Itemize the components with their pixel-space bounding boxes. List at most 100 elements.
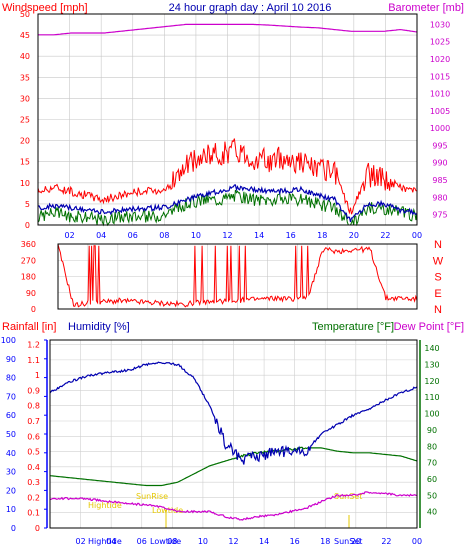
rainfall-axis-ticks: 0 0.1 0.2 0.3 0.4 0.5 0.6 0.7 0.8 0.9 1 1.1 1.2 xyxy=(27,341,40,533)
direction-grid xyxy=(58,244,418,309)
lower-time-tick: 22 xyxy=(381,537,391,546)
wind-time-tick: 12 xyxy=(222,231,232,240)
temperature-label: Temperature [°F] xyxy=(312,321,394,333)
humidity-tick-label: 100 xyxy=(1,336,16,345)
humidity-tick-label: 20 xyxy=(6,486,16,495)
temperature-tick-label: 40 xyxy=(427,508,437,517)
wind-frame xyxy=(37,13,418,226)
temperature-tick-label: 80 xyxy=(427,442,437,451)
rainfall-tick-label: 1.2 xyxy=(27,341,40,350)
humidity-series xyxy=(49,361,418,465)
lower-time-tick: 10 xyxy=(198,537,208,546)
lower-time-tick: 00 xyxy=(412,537,422,546)
rainfall-tick-label: 1.1 xyxy=(27,356,40,365)
lower-time-tick: 12 xyxy=(228,537,238,546)
lower-time-tick: 20 xyxy=(351,537,361,546)
wind-plot-area xyxy=(37,23,418,227)
hightide-annotation: Hightide xyxy=(88,501,122,510)
wind-time-tick: 18 xyxy=(317,231,327,240)
lower-time-ticks: 02 04 06 08 10 12 14 16 18 20 22 00 xyxy=(75,537,422,546)
wind-time-tick: 02 xyxy=(64,231,74,240)
lower-plot-area xyxy=(49,361,418,521)
direction-letter: N xyxy=(434,239,442,251)
wind-time-tick: 06 xyxy=(128,231,138,240)
direction-tick-label: 180 xyxy=(21,273,36,282)
lower-time-tick: 04 xyxy=(106,537,116,546)
humidity-label: Humidity [%] xyxy=(68,321,130,333)
humidity-tick-label: 10 xyxy=(6,505,16,514)
temperature-tick-label: 140 xyxy=(424,344,439,353)
hightide-bottom-label: Hightide xyxy=(88,537,122,546)
wind-axis-ticks: 0 5 10 15 20 25 30 35 40 45 50 xyxy=(20,10,30,230)
wind-tick-label: 15 xyxy=(20,158,30,167)
rainfall-tick-label: 0.2 xyxy=(27,493,40,502)
barometer-tick-label: 1020 xyxy=(430,55,450,64)
barometer-tick-label: 1015 xyxy=(430,72,450,81)
barometer-tick-label: 995 xyxy=(432,141,447,150)
lower-time-tick: 02 xyxy=(75,537,85,546)
wind-tick-label: 10 xyxy=(20,179,30,188)
barometer-tick-label: 1010 xyxy=(430,90,450,99)
lower-time-tick: 14 xyxy=(259,537,269,546)
dewpoint-series xyxy=(49,491,418,521)
rainfall-tick-label: 0.7 xyxy=(27,417,40,426)
rainfall-tick-label: 0.9 xyxy=(27,386,40,395)
humidity-tick-label: 50 xyxy=(6,430,16,439)
lower-time-tick: 08 xyxy=(167,537,177,546)
sunrise-annotation: SunRise xyxy=(136,492,168,501)
direction-axis-ticks: 360 270 180 90 0 xyxy=(21,240,36,314)
barometer-tick-label: 1005 xyxy=(430,107,450,116)
wind-time-tick: 10 xyxy=(191,231,201,240)
direction-tick-label: 360 xyxy=(21,240,36,249)
direction-tick-label: 270 xyxy=(21,256,36,265)
wind-gust-series xyxy=(37,138,418,215)
rainfall-tick-label: 1 xyxy=(35,371,40,380)
humidity-tick-label: 60 xyxy=(6,411,16,420)
humidity-tick-label: 80 xyxy=(6,374,16,383)
barometer-tick-label: 985 xyxy=(432,176,447,185)
temperature-tick-label: 110 xyxy=(424,393,439,402)
humidity-tick-label: 30 xyxy=(6,468,16,477)
temperature-tick-label: 90 xyxy=(427,426,437,435)
rainfall-tick-label: 0.3 xyxy=(27,478,40,487)
lower-time-tick: 06 xyxy=(137,537,147,546)
humidity-tick-label: 0 xyxy=(11,524,16,533)
rainfall-tick-label: 0.8 xyxy=(27,402,40,411)
rainfall-tick-label: 0.1 xyxy=(27,509,40,518)
humidity-tick-label: 90 xyxy=(6,355,16,364)
wind-tick-label: 35 xyxy=(20,73,30,82)
temperature-axis-ticks: 40 50 60 70 80 90 100 110 120 130 140 xyxy=(424,344,439,516)
windspeed-label: Windspeed [mph] xyxy=(2,2,88,14)
barometer-label: Barometer [mb] xyxy=(388,2,464,14)
wind-tick-label: 25 xyxy=(20,116,30,125)
wind-tick-label: 0 xyxy=(25,221,30,230)
wind-time-ticks: 02 04 06 08 10 12 14 16 18 20 22 00 xyxy=(64,231,422,240)
direction-letter: E xyxy=(434,288,441,300)
rainfall-tick-label: 0.5 xyxy=(27,448,40,457)
barometer-tick-label: 1025 xyxy=(430,38,450,47)
direction-letter: N xyxy=(434,304,442,316)
wind-time-tick: 16 xyxy=(286,231,296,240)
barometer-axis-ticks: 975 980 985 990 995 1000 1005 1010 1015 1020 1025 1… xyxy=(430,20,450,219)
wind-time-tick: 14 xyxy=(254,231,264,240)
direction-series xyxy=(57,244,418,308)
direction-frame xyxy=(57,243,418,310)
barometer-tick-label: 1000 xyxy=(430,124,450,133)
direction-tick-label: 0 xyxy=(31,305,36,314)
lowtide-bottom-label: Lowtide xyxy=(150,537,181,546)
graph-title: 24 hour graph day : April 10 2016 xyxy=(169,2,332,14)
temperature-tick-label: 50 xyxy=(427,491,437,500)
barometer-series xyxy=(38,23,418,36)
humidity-tick-label: 70 xyxy=(6,392,16,401)
lower-time-tick: 18 xyxy=(320,537,330,546)
wind-tick-label: 50 xyxy=(20,10,30,19)
direction-letter: S xyxy=(434,272,441,284)
rainfall-tick-label: 0 xyxy=(35,524,40,533)
wind-tick-label: 40 xyxy=(20,52,30,61)
lower-frame xyxy=(49,339,418,529)
temperature-tick-label: 100 xyxy=(424,410,439,419)
barometer-tick-label: 980 xyxy=(432,193,447,202)
